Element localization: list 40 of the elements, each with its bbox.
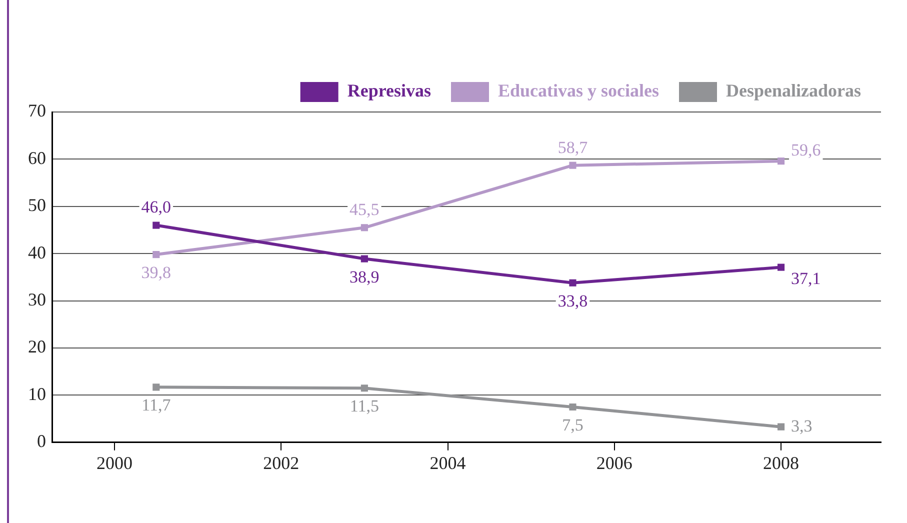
data-label: 58,7 <box>558 138 588 157</box>
x-tick-label: 2006 <box>596 452 632 473</box>
data-label: 7,5 <box>562 415 584 434</box>
point <box>569 162 576 169</box>
data-label: 46,0 <box>141 198 172 217</box>
point <box>569 279 576 286</box>
y-tick-label: 60 <box>28 148 46 168</box>
y-tick-label: 30 <box>28 290 46 310</box>
point <box>569 403 576 411</box>
x-tick-label: 2002 <box>263 452 300 473</box>
legend-label: Represivas <box>347 80 431 101</box>
y-tick-label: 70 <box>28 100 46 121</box>
point <box>360 224 368 232</box>
data-label: 11,5 <box>350 396 379 416</box>
x-tick-label: 2008 <box>763 452 800 473</box>
point <box>360 255 368 262</box>
y-tick-label: 0 <box>37 431 46 452</box>
point <box>777 158 785 165</box>
point <box>152 222 160 229</box>
y-tick-label: 20 <box>28 336 46 357</box>
point <box>777 264 785 271</box>
data-label: 3,3 <box>791 416 812 436</box>
x-tick-label: 2000 <box>96 452 132 473</box>
x-tick-label: 2004 <box>430 452 466 473</box>
point <box>360 384 368 392</box>
point <box>777 423 785 430</box>
y-tick-label: 10 <box>28 384 46 404</box>
legend-label: Educativas y sociales <box>498 80 660 101</box>
point <box>152 384 160 391</box>
data-label: 45,5 <box>350 200 380 220</box>
data-label: 59,6 <box>791 140 821 160</box>
legend-label: Despenalizadoras <box>726 80 861 101</box>
data-label: 33,8 <box>558 291 588 310</box>
data-label: 39,8 <box>141 263 172 282</box>
y-tick-label: 50 <box>28 195 46 216</box>
point <box>152 251 160 258</box>
data-label: 37,1 <box>791 268 821 288</box>
data-label: 11,7 <box>142 396 172 415</box>
data-label: 38,9 <box>350 267 380 286</box>
y-tick-label: 40 <box>28 242 46 262</box>
